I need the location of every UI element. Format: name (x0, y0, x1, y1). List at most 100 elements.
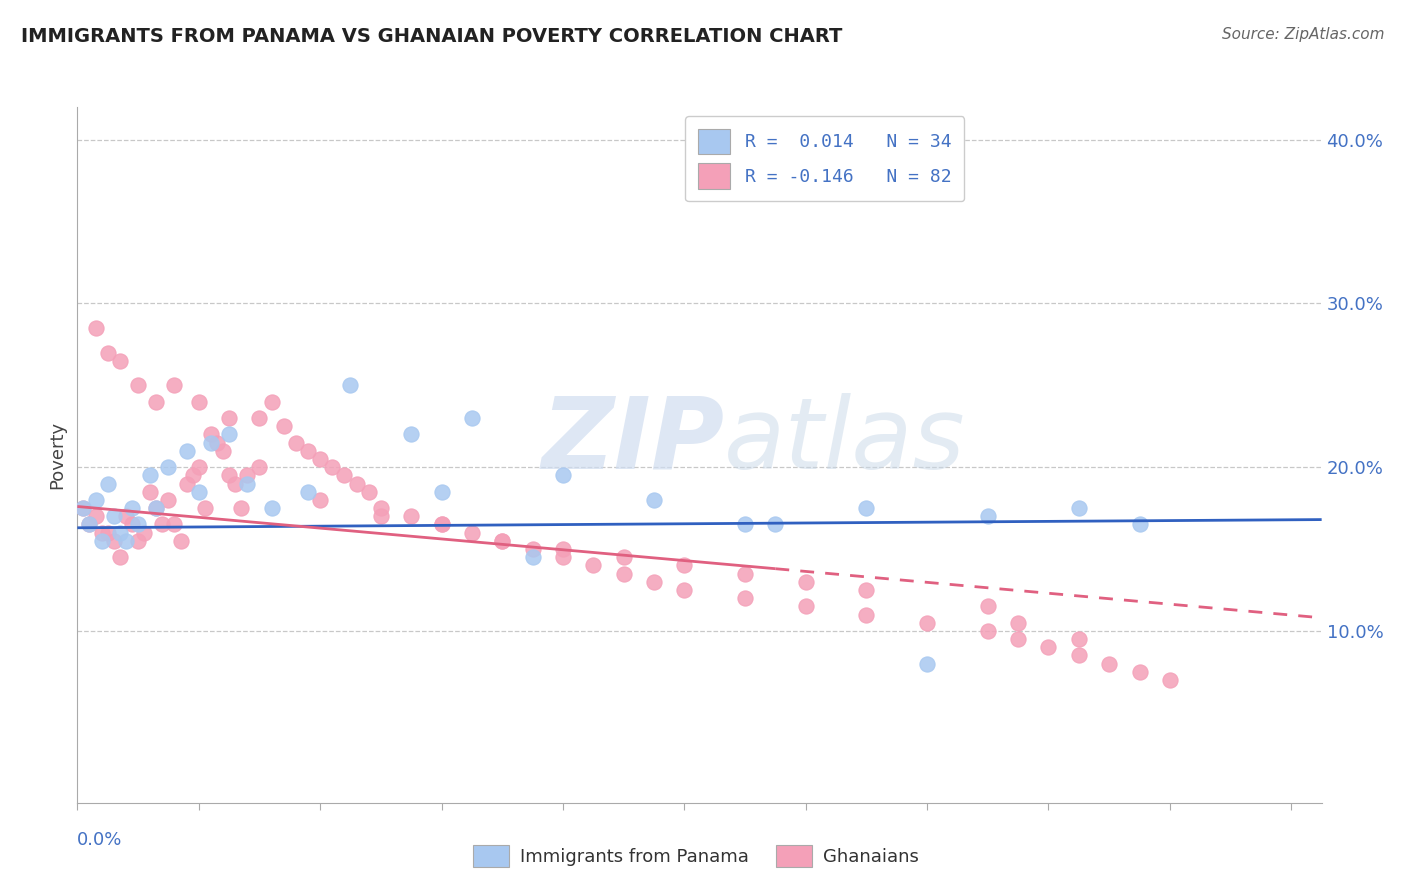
Point (181, 468, 204, 483)
Point (855, 501, 877, 516)
Point (72, 501, 94, 516)
Point (127, 378, 149, 392)
Point (150, 517, 173, 532)
Point (169, 533, 191, 548)
Point (1098, 657, 1121, 671)
Point (613, 550, 636, 565)
Point (1038, 640, 1060, 655)
Point (97, 345, 120, 359)
Point (855, 607, 877, 622)
Point (430, 517, 453, 532)
Point (551, 550, 574, 565)
Point (673, 558, 696, 573)
Point (794, 599, 817, 614)
Point (430, 517, 453, 532)
Point (127, 517, 149, 532)
Point (915, 657, 938, 671)
Point (430, 484, 453, 499)
Point (108, 550, 131, 565)
Point (145, 501, 167, 516)
Point (582, 558, 605, 573)
Point (79, 517, 101, 532)
Point (915, 615, 938, 630)
Point (163, 378, 186, 392)
Point (1128, 517, 1150, 532)
Point (491, 533, 513, 548)
Point (187, 460, 209, 475)
Point (977, 599, 1000, 614)
Text: 0.0%: 0.0% (77, 830, 122, 848)
Point (84, 509, 107, 524)
Point (139, 468, 162, 483)
Point (157, 460, 180, 475)
Point (121, 517, 143, 532)
Point (236, 476, 259, 491)
Point (522, 542, 544, 557)
Point (794, 574, 817, 589)
Point (194, 501, 217, 516)
Point (139, 484, 162, 499)
Point (1067, 501, 1090, 516)
Point (855, 582, 877, 597)
Point (212, 443, 235, 458)
Point (643, 574, 665, 589)
Point (1128, 665, 1150, 679)
Point (84, 321, 107, 335)
Point (977, 509, 1000, 524)
Point (103, 533, 125, 548)
Point (522, 550, 544, 565)
Point (132, 525, 155, 540)
Point (1007, 615, 1029, 630)
Legend: R =  0.014   N = 34, R = -0.146   N = 82: R = 0.014 N = 34, R = -0.146 N = 82 (685, 116, 965, 202)
Point (643, 492, 665, 507)
Point (346, 476, 368, 491)
Point (297, 443, 319, 458)
Point (103, 509, 125, 524)
Point (613, 566, 636, 581)
Point (399, 509, 422, 524)
Point (260, 394, 283, 409)
Point (121, 501, 143, 516)
Point (231, 501, 253, 516)
Text: ZIP: ZIP (541, 392, 724, 490)
Point (90, 533, 112, 548)
Point (97, 525, 120, 540)
Point (284, 435, 307, 450)
Point (491, 533, 513, 548)
Point (1159, 673, 1181, 687)
Point (734, 517, 756, 532)
Point (309, 452, 332, 467)
Point (187, 394, 209, 409)
Point (97, 476, 120, 491)
Point (127, 533, 149, 548)
Point (734, 566, 756, 581)
Point (370, 501, 392, 516)
Point (461, 411, 484, 425)
Point (157, 492, 180, 507)
Point (145, 394, 167, 409)
Point (176, 476, 198, 491)
Point (218, 468, 240, 483)
Point (145, 501, 167, 516)
Point (273, 419, 295, 434)
Point (370, 509, 392, 524)
Point (79, 517, 101, 532)
Text: atlas: atlas (724, 392, 966, 490)
Point (90, 525, 112, 540)
Point (551, 542, 574, 557)
Point (163, 517, 186, 532)
Point (1067, 648, 1090, 663)
Point (72, 501, 94, 516)
Point (218, 411, 240, 425)
Point (224, 476, 246, 491)
Point (1007, 632, 1029, 646)
Point (236, 468, 259, 483)
Point (84, 492, 107, 507)
Point (734, 591, 756, 606)
Point (673, 582, 696, 597)
Point (108, 353, 131, 368)
Point (249, 411, 271, 425)
Point (321, 460, 343, 475)
Point (260, 501, 283, 516)
Point (333, 468, 356, 483)
